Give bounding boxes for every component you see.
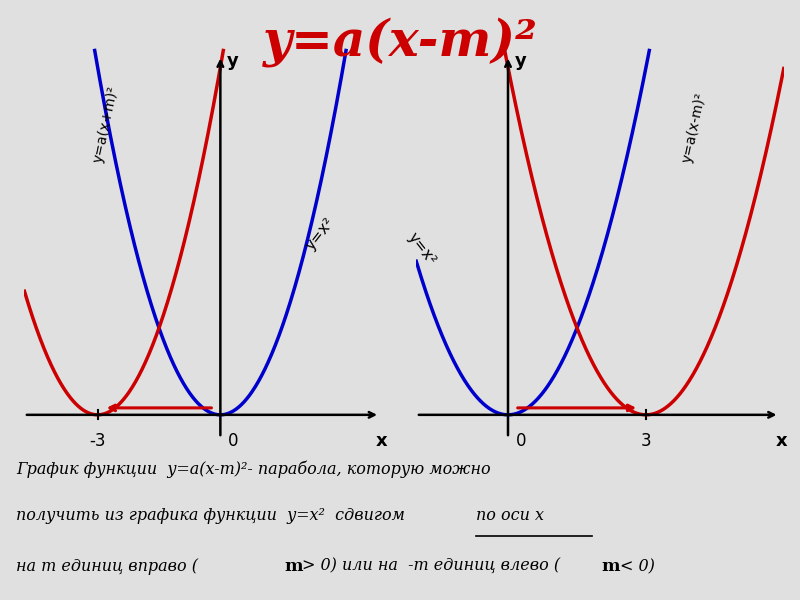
Text: < 0): < 0) xyxy=(620,558,655,575)
Text: y=a(x-m)²: y=a(x-m)² xyxy=(680,91,709,164)
Text: получить из графика функции  y=x²  сдвигом: получить из графика функции y=x² сдвигом xyxy=(16,508,410,524)
Text: > 0) или на  -m единиц влево (: > 0) или на -m единиц влево ( xyxy=(302,558,566,575)
Text: m: m xyxy=(284,558,302,575)
Text: 3: 3 xyxy=(641,432,651,450)
Text: m: m xyxy=(602,558,620,575)
Text: y=x²: y=x² xyxy=(302,214,337,253)
Text: на m единиц вправо (: на m единиц вправо ( xyxy=(16,558,203,575)
Text: -3: -3 xyxy=(90,432,106,450)
Text: y=a(x+m)²: y=a(x+m)² xyxy=(91,85,121,164)
Text: y: y xyxy=(515,52,526,70)
Text: График функции  y=a(x-m)²- парабола, которую можно: График функции y=a(x-m)²- парабола, кото… xyxy=(16,460,490,478)
Text: y: y xyxy=(226,52,238,70)
Text: 0: 0 xyxy=(228,432,238,450)
Text: по оси x: по оси x xyxy=(476,508,544,524)
Text: 0: 0 xyxy=(516,432,526,450)
Text: x: x xyxy=(376,432,388,450)
Text: y=a(x-m)²: y=a(x-m)² xyxy=(262,17,538,67)
Text: x: x xyxy=(776,432,787,450)
Text: y=x²: y=x² xyxy=(405,230,439,268)
